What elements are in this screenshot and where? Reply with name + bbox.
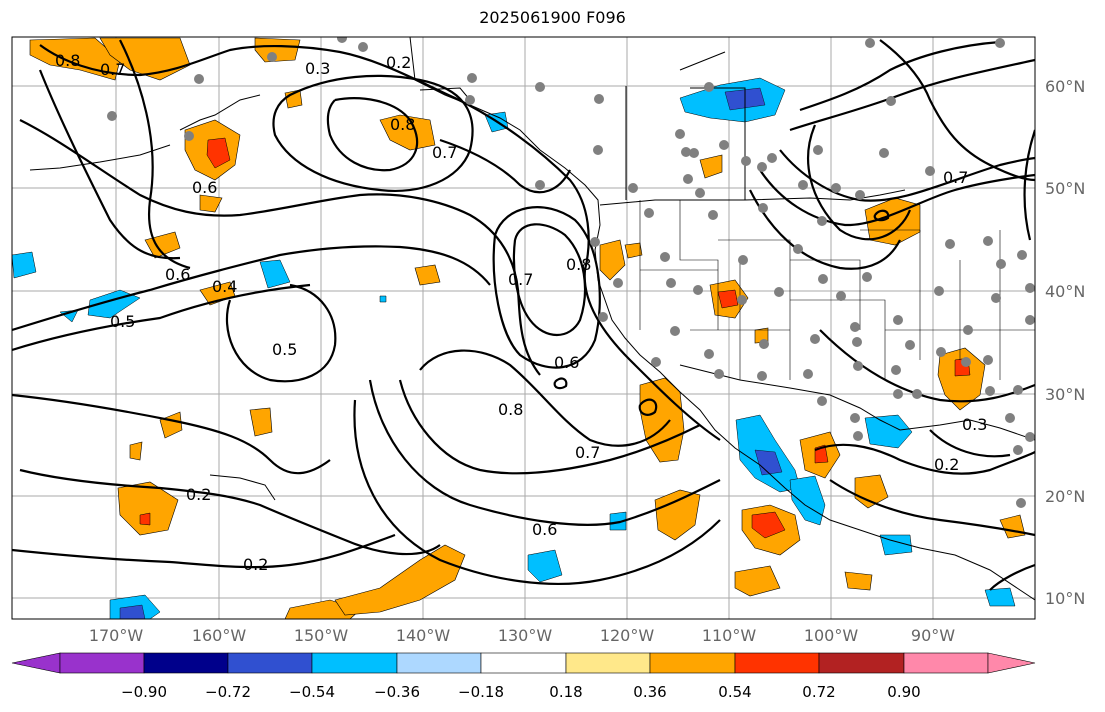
contour-label: 0.3	[962, 415, 987, 434]
colorbar-segment	[311, 652, 398, 674]
lon-label: 160°W	[191, 626, 247, 645]
colorbar-overflow-arrow	[987, 652, 1036, 674]
lon-label: 100°W	[803, 626, 859, 645]
contour-label: 0.7	[508, 270, 533, 289]
colorbar-tick-label: −0.18	[458, 683, 504, 701]
colorbar	[11, 652, 1036, 674]
colorbar-segment	[734, 652, 820, 674]
contour-label: 0.2	[243, 555, 268, 574]
map-title: 2025061900 F096	[479, 8, 626, 27]
contour-label: 0.6	[554, 353, 579, 372]
lon-label: 120°W	[599, 626, 655, 645]
contour-label: 0.6	[165, 265, 190, 284]
contour-label: 0.4	[212, 277, 237, 296]
graticule	[12, 37, 1035, 619]
lon-label: 140°W	[395, 626, 451, 645]
contour-label: 0.5	[272, 340, 297, 359]
contour-label-group: 0.8 0.7 0.3 0.2 0.8 0.7 0.6 0.6 0.4 0.5 …	[55, 51, 987, 574]
lon-label: 90°W	[910, 626, 956, 645]
lon-label: 110°W	[701, 626, 757, 645]
state-borders	[639, 200, 1035, 380]
colorbar-underflow-arrow	[11, 652, 61, 674]
colorbar-segment	[649, 652, 736, 674]
lat-label: 10°N	[1045, 589, 1086, 608]
colorbar-segment	[59, 652, 145, 674]
colorbar-tick-label: 0.18	[549, 683, 583, 701]
negative-anomaly-fills	[12, 77, 1016, 619]
contour-label: 0.8	[566, 255, 591, 274]
lat-label: 50°N	[1045, 179, 1086, 198]
lon-label: 130°W	[497, 626, 553, 645]
colorbar-segment	[143, 652, 229, 674]
contour-label: 0.6	[192, 178, 217, 197]
colorbar-segment	[818, 652, 905, 674]
contour-lines	[12, 39, 1035, 591]
contour-label: 0.2	[186, 485, 211, 504]
lat-label: 30°N	[1045, 385, 1086, 404]
colorbar-segment	[480, 652, 567, 674]
colorbar-tick-label: 0.90	[887, 683, 921, 701]
lat-label: 60°N	[1045, 77, 1086, 96]
colorbar-segment	[903, 652, 989, 674]
strong-negative-fills	[119, 87, 783, 619]
colorbar-tick-label: 0.54	[718, 683, 752, 701]
contour-label: 0.6	[532, 520, 557, 539]
contour-label: 0.8	[390, 115, 415, 134]
colorbar-segment	[227, 652, 313, 674]
coastlines	[29, 37, 1035, 601]
colorbar-tick-label: 0.36	[633, 683, 667, 701]
contour-label: 0.8	[498, 400, 523, 419]
contour-label: 0.7	[100, 60, 125, 79]
colorbar-tick-label: −0.90	[121, 683, 167, 701]
colorbar-tick-label: 0.72	[802, 683, 836, 701]
contour-label: 0.8	[55, 51, 80, 70]
contour-label: 0.7	[432, 143, 457, 162]
lat-label: 20°N	[1045, 487, 1086, 506]
station-dots	[107, 37, 1035, 508]
colorbar-tick-label: −0.54	[289, 683, 335, 701]
contour-label: 0.3	[305, 59, 330, 78]
lon-label: 170°W	[88, 626, 144, 645]
contour-label: 0.2	[386, 53, 411, 72]
strong-positive-fills	[139, 137, 971, 539]
colorbar-tick-label: −0.36	[374, 683, 420, 701]
contour-label: 0.2	[934, 455, 959, 474]
contour-label: 0.5	[110, 312, 135, 331]
lat-label: 40°N	[1045, 282, 1086, 301]
positive-anomaly-fills	[29, 37, 1026, 619]
colorbar-tick-label: −0.72	[205, 683, 251, 701]
colorbar-segment	[396, 652, 482, 674]
contour-label: 0.7	[943, 168, 968, 187]
lon-label: 150°W	[293, 626, 349, 645]
map-frame	[11, 36, 1036, 620]
contour-label: 0.7	[575, 443, 600, 462]
colorbar-segment	[565, 652, 651, 674]
